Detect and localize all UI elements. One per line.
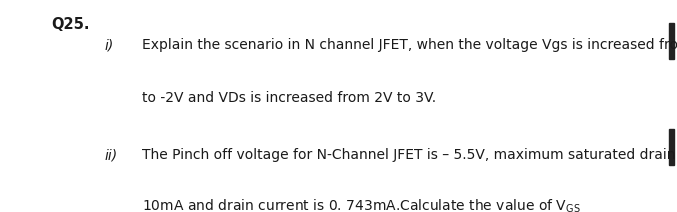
Text: The Pinch off voltage for N-Channel JFET is – 5.5V, maximum saturated drain curr: The Pinch off voltage for N-Channel JFET… — [142, 148, 677, 162]
Text: i): i) — [105, 38, 114, 52]
Text: Q25.: Q25. — [51, 17, 89, 32]
Text: to -2V and VDs is increased from 2V to 3V.: to -2V and VDs is increased from 2V to 3… — [142, 91, 436, 105]
Bar — [669, 23, 674, 59]
Bar — [669, 129, 674, 165]
Text: Explain the scenario in N channel JFET, when the voltage Vgs is increased from -: Explain the scenario in N channel JFET, … — [142, 38, 677, 52]
Text: 10mA and drain current is 0. 743mA.Calculate the value of V$_{\mathrm{GS}}$: 10mA and drain current is 0. 743mA.Calcu… — [142, 197, 581, 212]
Text: ii): ii) — [105, 148, 118, 162]
